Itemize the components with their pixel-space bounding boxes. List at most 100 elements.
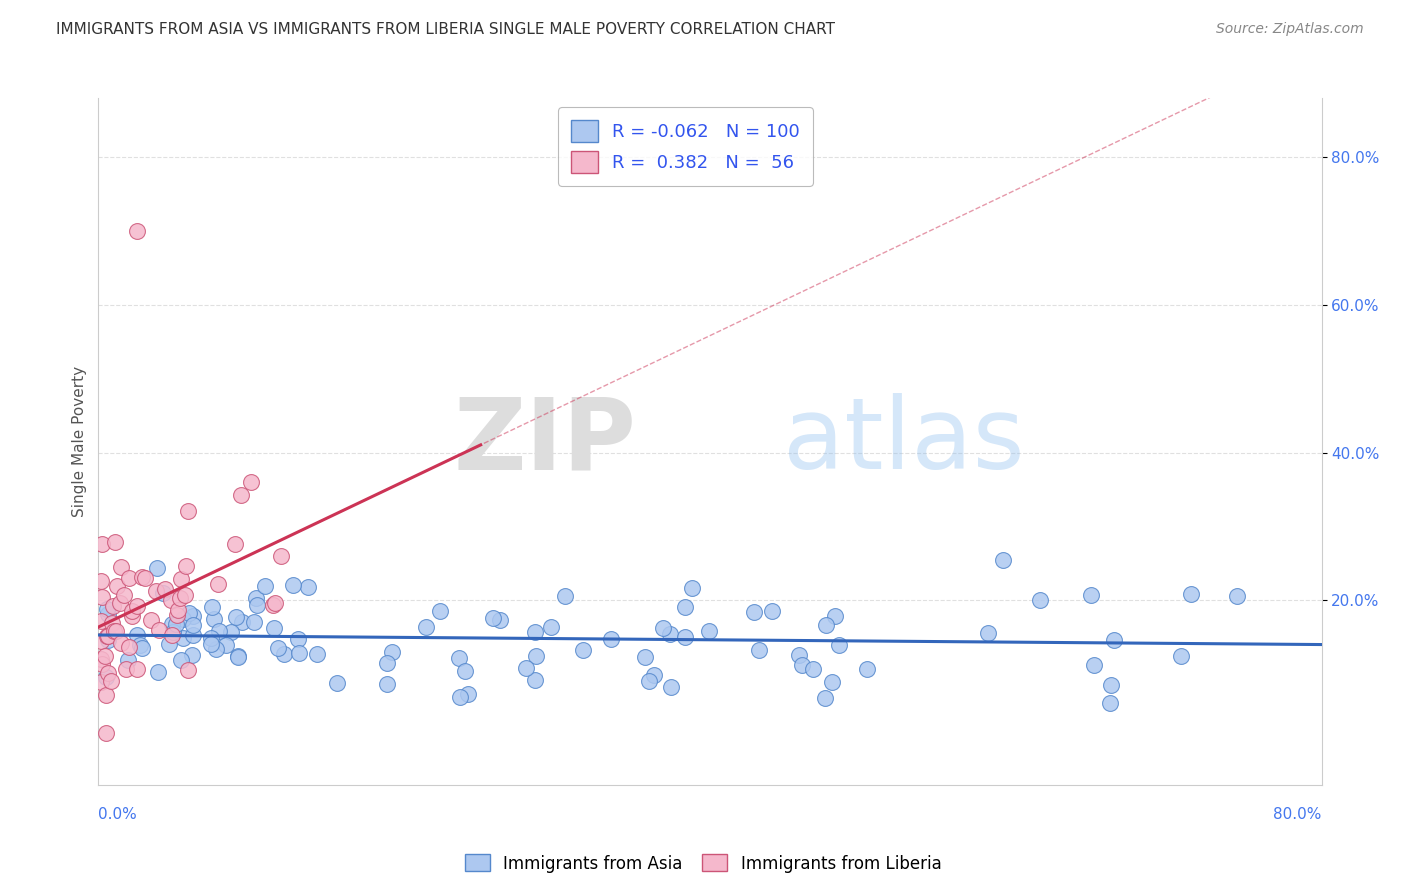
Text: ZIP: ZIP: [454, 393, 637, 490]
Point: [131, 641, 153, 656]
Point: [429, 604, 451, 618]
Point: [90, 675, 112, 690]
Point: [104, 534, 127, 549]
Point: [787, 648, 810, 662]
Point: [179, 606, 201, 620]
Point: [96, 629, 118, 643]
Point: [814, 690, 837, 705]
Point: [100, 674, 122, 689]
Point: [181, 648, 204, 662]
Point: [104, 624, 127, 639]
Point: [281, 578, 304, 592]
Point: [1083, 658, 1105, 673]
Text: atlas: atlas: [783, 393, 1025, 490]
Point: [571, 642, 593, 657]
Point: [243, 615, 266, 629]
Point: [170, 653, 193, 667]
Point: [489, 613, 512, 627]
Point: [90, 574, 112, 589]
Point: [97, 607, 120, 622]
Point: [454, 665, 477, 679]
Point: [103, 624, 125, 638]
Legend: Immigrants from Asia, Immigrants from Liberia: Immigrants from Asia, Immigrants from Li…: [458, 847, 948, 880]
Point: [121, 604, 143, 618]
Point: [482, 610, 505, 624]
Point: [600, 632, 623, 647]
Point: [643, 668, 665, 682]
Point: [174, 558, 197, 573]
Point: [288, 646, 311, 660]
Point: [449, 690, 471, 705]
Point: [207, 577, 229, 591]
Point: [240, 475, 263, 490]
Point: [415, 620, 437, 634]
Point: [977, 626, 1000, 640]
Point: [145, 583, 167, 598]
Point: [1029, 592, 1052, 607]
Point: [110, 636, 132, 650]
Point: [172, 631, 194, 645]
Point: [673, 600, 696, 615]
Text: 80.0%: 80.0%: [1274, 807, 1322, 822]
Point: [121, 609, 143, 624]
Point: [90, 590, 112, 604]
Point: [90, 634, 112, 648]
Point: [200, 637, 222, 651]
Point: [152, 586, 174, 600]
Point: [96, 601, 118, 615]
Point: [90, 537, 112, 551]
Point: [991, 553, 1014, 567]
Point: [91, 657, 114, 671]
Point: [160, 617, 183, 632]
Point: [457, 687, 479, 701]
Point: [101, 616, 124, 631]
Point: [202, 612, 225, 626]
Point: [141, 613, 163, 627]
Point: [118, 571, 141, 585]
Point: [307, 648, 329, 662]
Point: [165, 617, 187, 632]
Point: [94, 649, 117, 664]
Point: [97, 633, 120, 648]
Point: [824, 609, 846, 624]
Point: [515, 661, 537, 675]
Point: [129, 638, 152, 652]
Point: [297, 580, 319, 594]
Point: [540, 620, 562, 634]
Point: [96, 688, 118, 702]
Point: [856, 662, 879, 676]
Point: [166, 603, 188, 617]
Point: [166, 608, 188, 623]
Point: [761, 604, 783, 618]
Point: [131, 569, 153, 583]
Point: [634, 650, 657, 665]
Point: [447, 650, 470, 665]
Point: [229, 488, 252, 502]
Point: [148, 624, 170, 638]
Point: [815, 618, 838, 632]
Point: [118, 640, 141, 654]
Text: IMMIGRANTS FROM ASIA VS IMMIGRANTS FROM LIBERIA SINGLE MALE POVERTY CORRELATION : IMMIGRANTS FROM ASIA VS IMMIGRANTS FROM …: [56, 22, 835, 37]
Point: [254, 579, 277, 593]
Point: [1226, 589, 1249, 603]
Point: [267, 641, 290, 656]
Point: [270, 549, 292, 563]
Point: [1102, 632, 1125, 647]
Point: [821, 674, 844, 689]
Point: [287, 632, 309, 646]
Point: [225, 610, 247, 624]
Point: [115, 661, 138, 675]
Point: [673, 630, 696, 644]
Point: [96, 665, 118, 680]
Point: [146, 561, 169, 575]
Point: [125, 628, 148, 642]
Point: [801, 662, 824, 676]
Point: [1099, 678, 1122, 692]
Point: [226, 649, 249, 664]
Point: [169, 572, 191, 586]
Point: [181, 618, 204, 632]
Point: [264, 596, 287, 610]
Point: [828, 638, 851, 652]
Point: [245, 591, 267, 606]
Point: [224, 537, 246, 551]
